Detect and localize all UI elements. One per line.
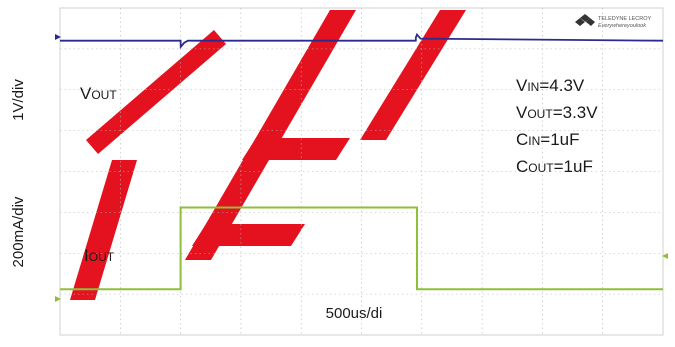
trigger-marker: [662, 253, 668, 259]
vout-channel-marker: [55, 34, 61, 40]
graticule: [60, 8, 663, 335]
watermark: [70, 10, 466, 300]
condition-vin: VIN=4.3V: [516, 76, 585, 95]
logo-emblem-icon: [575, 14, 595, 26]
timebase-label: 500us/di: [326, 305, 383, 322]
vout-scale-label: 1V/div: [10, 79, 27, 121]
logo-brand: TELEDYNE LECROY: [598, 16, 652, 22]
traces: [60, 32, 664, 291]
test-conditions: VIN=4.3V VOUT=3.3V CIN=1uF COUT=1uF: [516, 76, 598, 176]
teledyne-lecroy-logo: TELEDYNE LECROY Everywhereyoulook: [575, 14, 652, 29]
condition-vout: VOUT=3.3V: [516, 103, 598, 122]
vout-trace-label: VOUT: [80, 84, 117, 103]
condition-cin: CIN=1uF: [516, 130, 580, 149]
logo-tagline: Everywhereyoulook: [598, 23, 646, 29]
condition-cout: COUT=1uF: [516, 157, 593, 176]
iout-scale-label: 200mA/div: [10, 196, 27, 267]
iout-channel-marker: [55, 296, 61, 302]
iout-trace: [60, 206, 663, 291]
iout-trace-label: IOUT: [84, 246, 115, 265]
vout-trace: [60, 32, 664, 50]
